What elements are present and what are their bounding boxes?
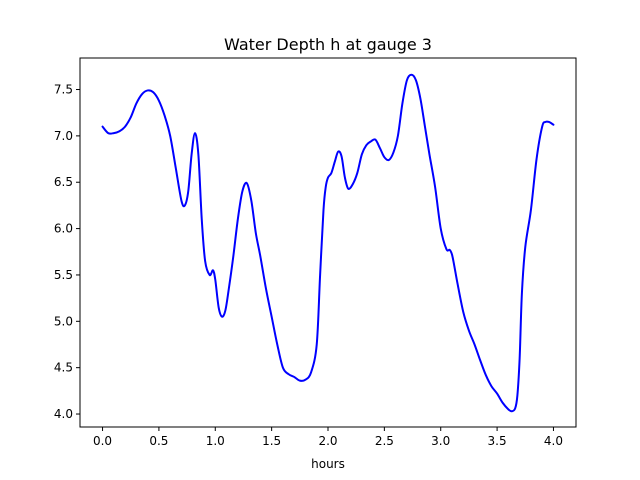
y-tick-label: 6.5	[54, 175, 73, 189]
x-axis-label: hours	[311, 457, 345, 471]
x-tick-label: 1.5	[262, 434, 281, 448]
axes-frame	[79, 57, 577, 428]
x-tick-label: 3.0	[431, 434, 450, 448]
x-tick-label: 2.5	[375, 434, 394, 448]
y-tick-label: 4.5	[54, 361, 73, 375]
x-axis: 0.0 0.5 1.0 1.5 2.0 2.5 3.0 3.5 4.0	[93, 427, 563, 448]
plot-area	[101, 73, 555, 413]
x-tick-label: 2.0	[318, 434, 337, 448]
y-tick-label: 7.5	[54, 83, 73, 97]
x-tick-label: 0.5	[149, 434, 168, 448]
series-line-0	[101, 73, 555, 413]
y-tick-label: 6.0	[54, 222, 73, 236]
y-tick-label: 5.0	[54, 314, 73, 328]
x-tick-label: 3.5	[488, 434, 507, 448]
x-tick-label: 4.0	[544, 434, 563, 448]
x-tick-label: 1.0	[206, 434, 225, 448]
y-tick-label: 7.0	[54, 129, 73, 143]
y-tick-label: 5.5	[54, 268, 73, 282]
x-tick-label: 0.0	[93, 434, 112, 448]
y-tick-label: 4.0	[54, 407, 73, 421]
chart-title: Water Depth h at gauge 3	[224, 35, 432, 54]
y-axis: 4.0 4.5 5.0 5.5 6.0 6.5 7.0 7.5	[54, 83, 80, 421]
